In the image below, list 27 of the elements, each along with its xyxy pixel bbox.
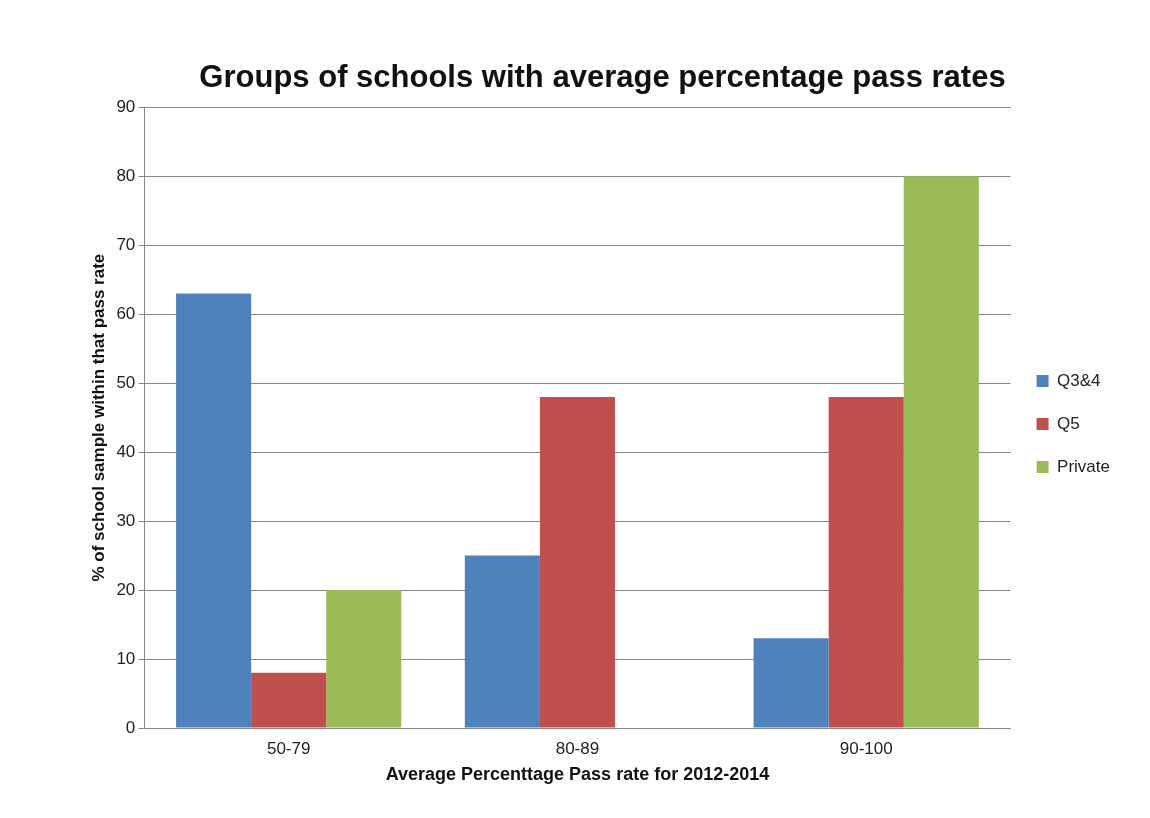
bar [828,396,904,728]
y-tick-label: 90 [116,96,136,116]
y-tick-label: 80 [116,165,136,185]
x-tick-label: 90-100 [839,738,893,758]
x-tick-label: 80-89 [555,738,600,758]
y-axis-title: % of school sample within that pass rate [88,253,108,582]
legend-label: Q5 [1057,413,1080,433]
bar [176,293,252,728]
bar [251,672,327,728]
y-tick-label: 0 [125,717,136,737]
bar [326,590,402,728]
y-tick-label: 70 [116,234,136,254]
bar [753,638,829,728]
chart-title: Groups of schools with average percentage pass rates [199,59,1006,95]
x-axis-title: Average Percenttage Pass rate for 2012-2014 [385,764,770,785]
y-tick-label: 10 [116,648,136,668]
y-tick-label: 40 [116,441,136,461]
y-tick-label: 30 [116,510,136,530]
y-tick-label: 50 [116,372,136,392]
legend-label: Private [1057,456,1111,476]
x-tick-label: 50-79 [266,738,311,758]
y-tick-label: 20 [116,579,136,599]
bar [903,176,979,728]
legend-label: Q3&4 [1057,370,1101,390]
bar [539,396,615,728]
y-tick-label: 60 [116,303,136,323]
bar [464,555,540,728]
